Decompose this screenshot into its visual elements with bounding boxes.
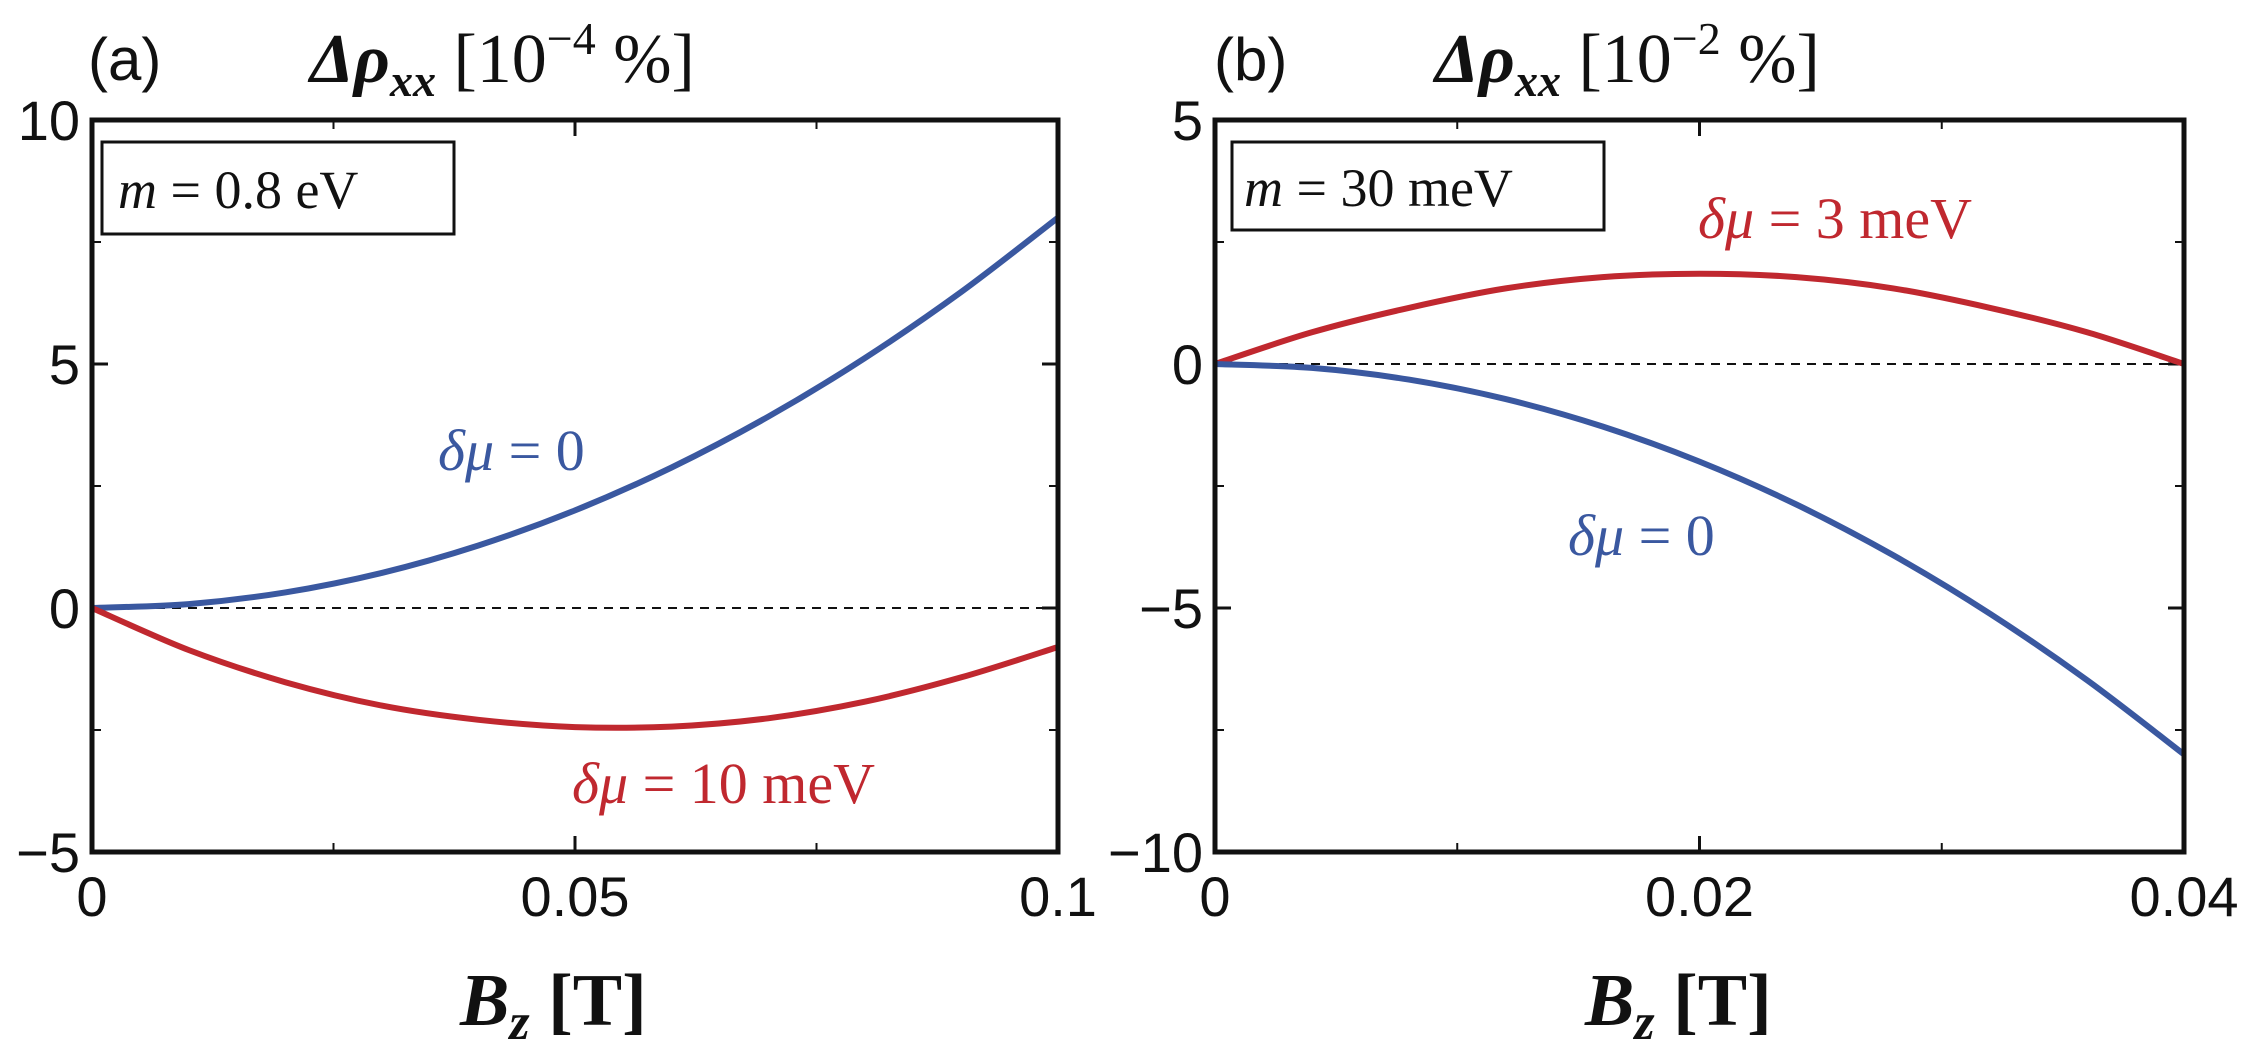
panel-a-title: Δρxx [10−4 %]	[307, 13, 695, 106]
panel-b-mass-label: m = 30 meV	[1244, 158, 1513, 218]
panel-a-xtick-label: 0.05	[521, 865, 630, 928]
panel-b-curve-delta-mu-3mev	[1214, 270, 2185, 367]
panel-b-curve-delta-mu-0	[1214, 361, 2186, 757]
panel-a-label: (a)	[88, 26, 161, 93]
panel-b-label: (b)	[1214, 26, 1287, 93]
panel-b-xtick-label: 0.02	[1645, 865, 1754, 928]
panel-b-series-label-delta-mu-0: δμ = 0	[1568, 503, 1715, 568]
panel-a-ytick-label: 5	[49, 333, 80, 396]
panel-b-xtick-label: 0	[1199, 865, 1230, 928]
panel-a-xlabel: Bz [T]	[459, 960, 647, 1041]
panel-b-frame	[1212, 117, 2187, 855]
panel-a-xtick-label: 0	[76, 865, 107, 928]
panel-b-ytick-label: −10	[1108, 821, 1203, 884]
panel-b-title: Δρxx [10−2 %]	[1432, 13, 1820, 106]
panel-a-frame	[89, 117, 1061, 855]
panel-a-mass-label: m = 0.8 eV	[118, 160, 358, 220]
panel-b-mass-box	[1230, 140, 1606, 232]
panel-a-curve-delta-mu-10mev	[90, 605, 1059, 731]
panel-a-mass-box	[100, 140, 456, 236]
panel-b: (b) Δρxx [10−2 %] −10 −5 0 5 0 0.02 0.04 m = 3…	[1108, 13, 2239, 1041]
panel-b-xlabel: Bz [T]	[1584, 960, 1772, 1041]
panel-b-ytick-label: −5	[1139, 577, 1203, 640]
panel-b-xtick-label: 0.04	[2130, 865, 2239, 928]
panel-a-ytick-label: −5	[16, 821, 80, 884]
panel-b-series-label-delta-mu-3mev: δμ = 3 meV	[1698, 186, 1972, 251]
panel-a-ytick-label: 0	[49, 577, 80, 640]
panel-a-series-label-delta-mu-10mev: δμ = 10 meV	[572, 751, 875, 816]
panel-a-xtick-label: 0.1	[1019, 865, 1097, 928]
panel-b-ticks: −10 −5 0 5 0 0.02 0.04	[1108, 89, 2239, 928]
panel-a-series-label-delta-mu-0: δμ = 0	[438, 418, 585, 483]
panel-a-ytick-label: 10	[18, 89, 80, 152]
panel-b-ytick-label: 0	[1172, 333, 1203, 396]
panel-a-curve-delta-mu-0	[91, 215, 1060, 611]
panel-b-ytick-label: 5	[1172, 89, 1203, 152]
